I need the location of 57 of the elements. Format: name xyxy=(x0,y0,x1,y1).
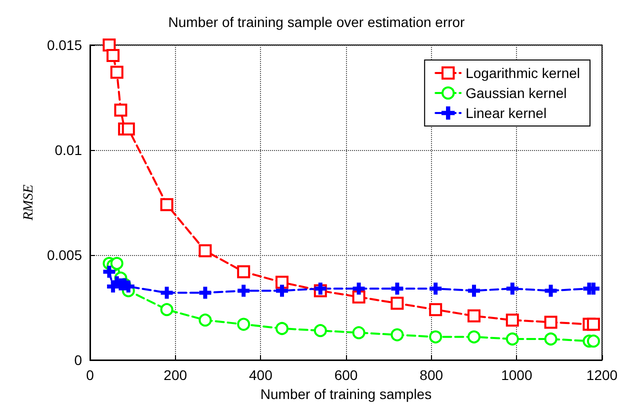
x-tick-label: 200 xyxy=(164,367,188,383)
point xyxy=(468,309,480,322)
point xyxy=(198,244,212,258)
point xyxy=(506,282,518,295)
point xyxy=(430,282,442,295)
point xyxy=(160,198,174,212)
point xyxy=(429,303,442,316)
y-tick-label: 0.005 xyxy=(46,247,82,263)
point xyxy=(122,122,135,136)
point xyxy=(114,104,128,117)
point xyxy=(314,282,326,295)
point xyxy=(390,328,404,342)
x-tick-label: 800 xyxy=(420,367,444,383)
point xyxy=(468,284,480,297)
legend-label: Gaussian kernel xyxy=(466,85,567,101)
y-tick-label: 0.015 xyxy=(46,37,82,53)
point xyxy=(237,318,250,331)
point xyxy=(198,314,212,327)
legend-label: Linear kernel xyxy=(466,105,547,121)
y-tick-label: 0.01 xyxy=(54,142,82,158)
point xyxy=(106,49,120,62)
point xyxy=(110,66,124,79)
point xyxy=(122,280,134,292)
point xyxy=(103,266,116,278)
point xyxy=(468,330,480,344)
point xyxy=(544,284,557,297)
point xyxy=(160,286,173,299)
point xyxy=(506,314,519,327)
point xyxy=(586,318,600,331)
point xyxy=(352,290,366,304)
x-tick-label: 600 xyxy=(334,367,358,383)
point xyxy=(276,284,288,297)
x-tick-label: 400 xyxy=(248,367,273,383)
y-axis-title: RMSE xyxy=(22,184,37,222)
point xyxy=(429,330,442,344)
point xyxy=(276,322,288,335)
x-tick-label: 1200 xyxy=(586,367,618,383)
point xyxy=(544,332,558,346)
point xyxy=(544,316,558,329)
point xyxy=(506,332,519,346)
point xyxy=(586,334,600,348)
point xyxy=(390,296,404,310)
x-tick-label: 0 xyxy=(86,367,94,383)
chart-title: Number of training sample over estimation error xyxy=(168,14,466,30)
point xyxy=(238,284,250,297)
point xyxy=(352,326,366,340)
point xyxy=(391,282,404,295)
point xyxy=(110,256,124,270)
point xyxy=(237,265,250,278)
point xyxy=(199,286,212,299)
point xyxy=(352,282,365,295)
legend-label: Logarithmic kernel xyxy=(466,65,580,81)
x-tick-label: 1000 xyxy=(501,367,532,383)
point xyxy=(314,324,327,338)
point xyxy=(160,303,174,316)
y-tick-label: 0 xyxy=(74,352,82,368)
x-axis-title: Number of training samples xyxy=(260,386,432,402)
